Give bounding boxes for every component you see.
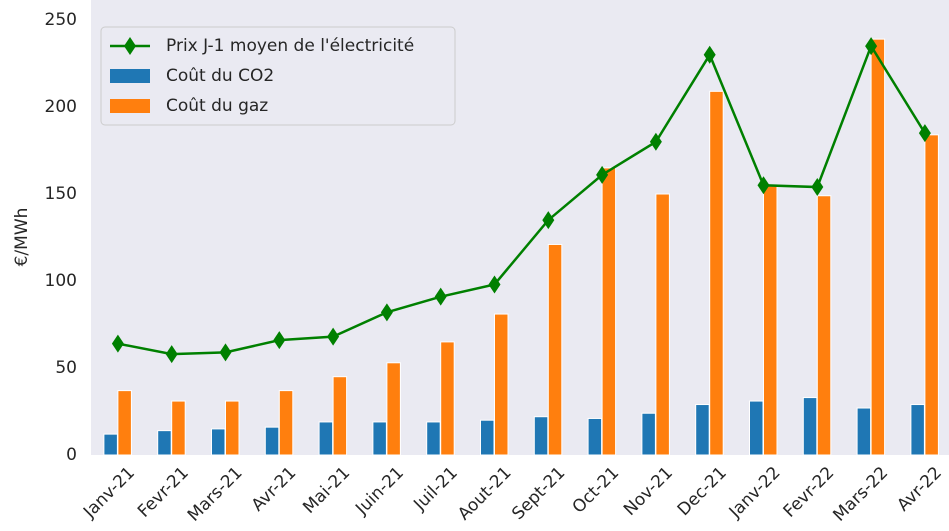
bar (547, 243, 563, 456)
marker (111, 334, 124, 353)
bar (802, 397, 818, 456)
bar (587, 417, 603, 456)
y-tick-label: 250 (45, 10, 77, 30)
bar (749, 400, 764, 456)
bar (372, 421, 387, 456)
x-tick-label: Sept-21 (508, 463, 569, 524)
bar (211, 428, 226, 456)
x-tick-label: Janv-22 (725, 463, 785, 523)
legend-label: Coût du gaz (166, 96, 268, 116)
y-tick-label: 200 (45, 97, 77, 117)
y-tick-label: 100 (45, 271, 77, 291)
bar (332, 376, 348, 456)
x-tick-label: Avr-22 (893, 463, 946, 516)
marker (918, 124, 931, 143)
marker (327, 327, 340, 346)
bar (856, 407, 872, 456)
bar (655, 193, 670, 456)
marker (596, 165, 609, 184)
bar (225, 400, 240, 456)
x-tick-label: Aout-21 (454, 463, 515, 524)
bar (480, 419, 495, 456)
x-tick-label: Janv-21 (79, 463, 139, 523)
bar (494, 313, 509, 456)
bar (910, 404, 925, 456)
x-tick-label: Dec-21 (674, 463, 731, 520)
bar (117, 390, 132, 456)
marker (757, 176, 770, 195)
marker (380, 303, 393, 322)
marker (703, 45, 716, 64)
bar (533, 416, 549, 456)
x-tick-label: Juin-21 (351, 463, 408, 520)
legend-label: Prix J-1 moyen de l'électricité (166, 36, 414, 56)
legend-swatch (110, 99, 150, 113)
y-tick-label: 0 (66, 445, 77, 465)
marker (811, 178, 824, 197)
marker (649, 132, 662, 151)
marker (434, 287, 447, 306)
marker (542, 211, 555, 230)
bar (641, 412, 656, 456)
bar (695, 404, 710, 456)
bar (264, 426, 280, 456)
legend: Prix J-1 moyen de l'électricité Coût du C… (100, 26, 456, 126)
bar (103, 433, 118, 456)
x-tick-label: Oct-21 (569, 463, 624, 518)
bar (440, 341, 455, 456)
marker (165, 345, 178, 364)
y-axis-label: €/MWh (12, 208, 32, 267)
x-tick-label: Mars-22 (829, 463, 892, 526)
legend-swatch (110, 69, 150, 83)
bar (157, 430, 172, 456)
line (117, 43, 926, 356)
bar (426, 421, 441, 456)
marker (488, 275, 501, 294)
legend-label: Coût du CO2 (166, 66, 274, 86)
bar (870, 38, 886, 456)
x-tick-label: Mars-21 (184, 463, 247, 526)
marker (865, 37, 878, 56)
bar (601, 167, 617, 456)
x-tick-label: Nov-21 (620, 463, 677, 520)
bar (816, 195, 832, 456)
legend-marker (124, 37, 136, 55)
y-tick-label: 150 (45, 184, 77, 204)
marker (219, 343, 232, 362)
marker (273, 331, 286, 350)
y-tick-label: 50 (55, 358, 77, 378)
bar (924, 134, 939, 456)
bar (709, 90, 724, 456)
bar (763, 184, 778, 456)
bar (318, 421, 334, 456)
bar (171, 400, 186, 456)
legend-box (100, 26, 456, 126)
bar (278, 390, 294, 456)
x-tick-label: Avr-21 (248, 463, 301, 516)
x-tick-label: Juil-21 (409, 463, 461, 515)
x-tick-label: Mai-21 (299, 463, 354, 518)
bar (386, 362, 401, 456)
